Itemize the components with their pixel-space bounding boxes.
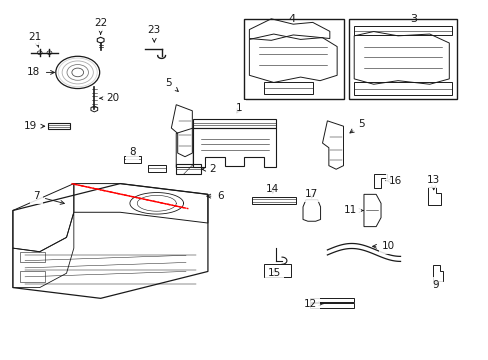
Bar (310, 303, 353, 308)
Bar (353, 82, 451, 95)
Text: 14: 14 (265, 184, 279, 194)
Bar (264, 264, 290, 277)
Bar (244, 19, 344, 99)
Text: 5: 5 (349, 120, 364, 133)
Text: 11: 11 (344, 206, 363, 216)
Text: 16: 16 (385, 176, 402, 186)
Text: 15: 15 (267, 268, 281, 278)
Text: 7: 7 (33, 191, 64, 204)
Text: 8: 8 (129, 147, 135, 157)
Bar (353, 26, 451, 35)
Text: 2: 2 (202, 164, 216, 174)
Text: 22: 22 (94, 18, 107, 34)
Bar (148, 165, 165, 172)
Text: 3: 3 (409, 14, 416, 24)
Bar (48, 123, 70, 129)
Text: 10: 10 (372, 241, 394, 251)
Bar (348, 19, 456, 99)
Text: 13: 13 (426, 175, 439, 190)
Text: 5: 5 (165, 78, 178, 91)
Bar (310, 298, 353, 302)
Text: 21: 21 (28, 32, 41, 47)
Text: 18: 18 (27, 67, 54, 77)
Bar (264, 82, 312, 94)
Text: 6: 6 (206, 191, 223, 201)
Text: 1: 1 (236, 103, 243, 113)
Text: 4: 4 (287, 14, 295, 24)
Bar (123, 156, 141, 163)
Bar (176, 164, 200, 174)
Text: 23: 23 (147, 25, 161, 42)
Bar (193, 119, 276, 128)
Text: 12: 12 (303, 299, 323, 309)
Bar (251, 197, 295, 204)
Bar (20, 252, 44, 262)
Text: 20: 20 (100, 93, 119, 103)
Bar (20, 271, 44, 282)
Text: 9: 9 (432, 280, 439, 290)
Text: 19: 19 (23, 121, 44, 131)
Text: 17: 17 (305, 189, 318, 199)
